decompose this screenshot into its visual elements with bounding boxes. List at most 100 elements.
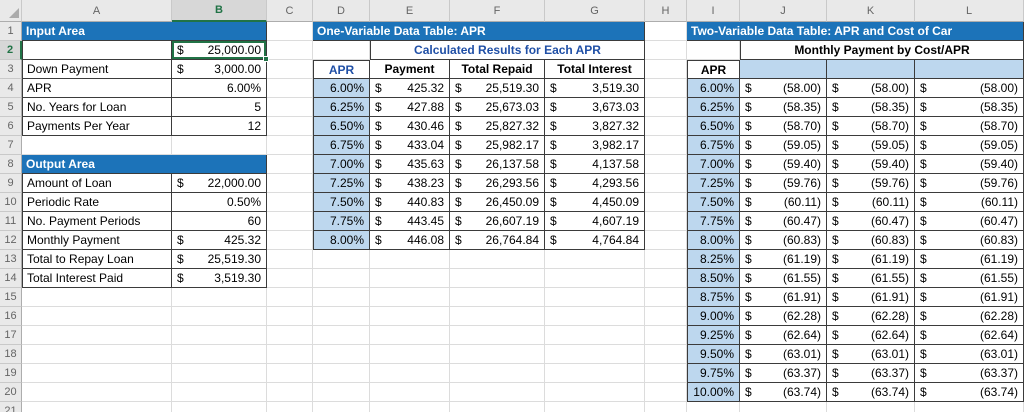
cell-J14[interactable]: $ (61.55): [740, 269, 827, 288]
cell-L12[interactable]: $ (60.83): [915, 231, 1024, 250]
cell-J17[interactable]: $ (62.64): [740, 326, 827, 345]
cell-J4[interactable]: $ (58.00): [740, 79, 827, 98]
cell-L18[interactable]: $ (63.01): [915, 345, 1024, 364]
cell-G17[interactable]: [545, 326, 645, 345]
cell-C14[interactable]: [267, 269, 313, 288]
cell-H6[interactable]: [645, 117, 687, 136]
cell-L5[interactable]: $ (58.35): [915, 98, 1024, 117]
cell-C3[interactable]: [267, 60, 313, 79]
cell-E15[interactable]: [370, 288, 450, 307]
cell-H4[interactable]: [645, 79, 687, 98]
cell-E4[interactable]: $425.32: [370, 79, 450, 98]
cell-E19[interactable]: [370, 364, 450, 383]
cell-E20[interactable]: [370, 383, 450, 402]
cell-G21[interactable]: [545, 402, 645, 412]
row-header-10[interactable]: 10: [0, 193, 22, 212]
cell-B14[interactable]: $3,519.30: [172, 269, 267, 288]
cell-A2[interactable]: [22, 41, 172, 60]
row-header-11[interactable]: 11: [0, 212, 22, 231]
row-header-9[interactable]: 9: [0, 174, 22, 193]
cell-E14[interactable]: [370, 269, 450, 288]
cell-B15[interactable]: [172, 288, 267, 307]
cell-D11[interactable]: 7.75%: [313, 212, 370, 231]
cell-G9[interactable]: $4,293.56: [545, 174, 645, 193]
cell-I9[interactable]: 7.25%: [687, 174, 740, 193]
cell-A17[interactable]: [22, 326, 172, 345]
cell-F20[interactable]: [450, 383, 545, 402]
cell-L10[interactable]: $ (60.11): [915, 193, 1024, 212]
cell-L4[interactable]: $ (58.00): [915, 79, 1024, 98]
cell-L14[interactable]: $ (61.55): [915, 269, 1024, 288]
cell-G12[interactable]: $4,764.84: [545, 231, 645, 250]
cell-F17[interactable]: [450, 326, 545, 345]
cell-A15[interactable]: [22, 288, 172, 307]
cell-E18[interactable]: [370, 345, 450, 364]
cell-A7[interactable]: [22, 136, 172, 155]
cell-A21[interactable]: [22, 402, 172, 412]
cell-B21[interactable]: [172, 402, 267, 412]
row-header-1[interactable]: 1: [0, 22, 22, 41]
cell-E10[interactable]: $440.83: [370, 193, 450, 212]
cell-A10[interactable]: Periodic Rate: [22, 193, 172, 212]
cell-G4[interactable]: $3,519.30: [545, 79, 645, 98]
cell-B11[interactable]: 60: [172, 212, 267, 231]
cell-H13[interactable]: [645, 250, 687, 269]
cell-C10[interactable]: [267, 193, 313, 212]
cell-I19[interactable]: 9.75%: [687, 364, 740, 383]
cell-I15[interactable]: 8.75%: [687, 288, 740, 307]
cell-E16[interactable]: [370, 307, 450, 326]
cell-C11[interactable]: [267, 212, 313, 231]
cell-J9[interactable]: $ (59.76): [740, 174, 827, 193]
cell-J5[interactable]: $ (58.35): [740, 98, 827, 117]
cell-H7[interactable]: [645, 136, 687, 155]
cell-I16[interactable]: 9.00%: [687, 307, 740, 326]
cell-K18[interactable]: $ (63.01): [827, 345, 915, 364]
cell-F16[interactable]: [450, 307, 545, 326]
col-header-D[interactable]: D: [313, 0, 370, 22]
cell-L9[interactable]: $ (59.76): [915, 174, 1024, 193]
cell-G11[interactable]: $4,607.19: [545, 212, 645, 231]
col-header-B[interactable]: B: [172, 0, 267, 22]
row-header-4[interactable]: 4: [0, 79, 22, 98]
cell-H20[interactable]: [645, 383, 687, 402]
cell-L7[interactable]: $ (59.05): [915, 136, 1024, 155]
cell-D20[interactable]: [313, 383, 370, 402]
cell-L17[interactable]: $ (62.64): [915, 326, 1024, 345]
cell-F21[interactable]: [450, 402, 545, 412]
cell-F15[interactable]: [450, 288, 545, 307]
cell-I12[interactable]: 8.00%: [687, 231, 740, 250]
cell-G16[interactable]: [545, 307, 645, 326]
cell-H10[interactable]: [645, 193, 687, 212]
cell-D10[interactable]: 7.50%: [313, 193, 370, 212]
cell-K19[interactable]: $ (63.37): [827, 364, 915, 383]
cell-K15[interactable]: $ (61.91): [827, 288, 915, 307]
cell-B13[interactable]: $25,519.30: [172, 250, 267, 269]
cell-K8[interactable]: $ (59.40): [827, 155, 915, 174]
cell-K14[interactable]: $ (61.55): [827, 269, 915, 288]
cell-I21[interactable]: [687, 402, 740, 412]
col-header-I[interactable]: I: [687, 0, 740, 22]
cell-F6[interactable]: $25,827.32: [450, 117, 545, 136]
cell-L8[interactable]: $ (59.40): [915, 155, 1024, 174]
cell-C6[interactable]: [267, 117, 313, 136]
cell-I11[interactable]: 7.75%: [687, 212, 740, 231]
cell-B3[interactable]: $3,000.00: [172, 60, 267, 79]
cell-C1[interactable]: [267, 22, 313, 41]
row-header-3[interactable]: 3: [0, 60, 22, 79]
cell-A12[interactable]: Monthly Payment: [22, 231, 172, 250]
cell-I14[interactable]: 8.50%: [687, 269, 740, 288]
cell-D15[interactable]: [313, 288, 370, 307]
cell-A6[interactable]: Payments Per Year: [22, 117, 172, 136]
cell-B10[interactable]: 0.50%: [172, 193, 267, 212]
cell-C20[interactable]: [267, 383, 313, 402]
cell-K13[interactable]: $ (61.19): [827, 250, 915, 269]
cell-C2[interactable]: [267, 41, 313, 60]
cell-G10[interactable]: $4,450.09: [545, 193, 645, 212]
cell-E21[interactable]: [370, 402, 450, 412]
cell-K3[interactable]: [827, 60, 915, 79]
cell-A4[interactable]: APR: [22, 79, 172, 98]
cell-F3[interactable]: Total Repaid: [450, 60, 545, 79]
cell-A20[interactable]: [22, 383, 172, 402]
cell-G13[interactable]: [545, 250, 645, 269]
cell-H21[interactable]: [645, 402, 687, 412]
